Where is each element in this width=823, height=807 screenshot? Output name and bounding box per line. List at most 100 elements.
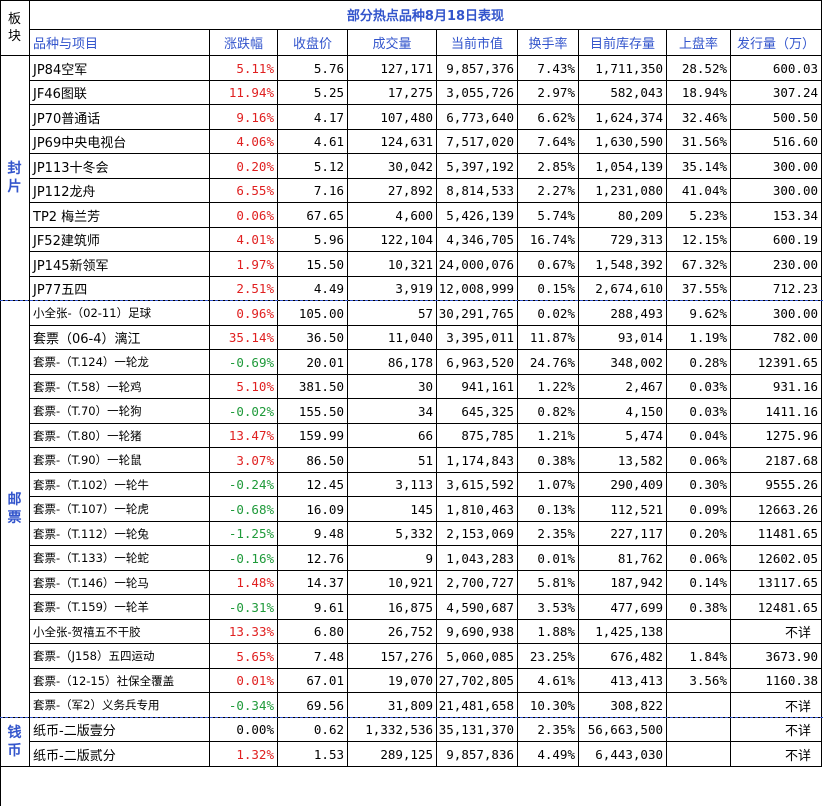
item-name: 套票-（T.70）一轮狗 xyxy=(30,399,210,424)
cell-close: 16.09 xyxy=(278,497,348,522)
cell-stock: 413,413 xyxy=(579,669,667,693)
cell-listing: 18.94% xyxy=(667,81,731,105)
cell-stock: 112,521 xyxy=(579,497,667,522)
column-header-1: 品种与项目 xyxy=(30,30,210,56)
cell-listing: 35.14% xyxy=(667,154,731,179)
cell-issue: 500.50 xyxy=(731,105,822,130)
cell-stock: 582,043 xyxy=(579,81,667,105)
cell-change: -0.31% xyxy=(210,595,278,620)
cell-volume: 289,125 xyxy=(348,742,437,767)
cell-issue: 12602.05 xyxy=(731,546,822,571)
cell-listing: 12.15% xyxy=(667,228,731,252)
cell-change: 9.16% xyxy=(210,105,278,130)
cell-listing: 1.19% xyxy=(667,326,731,350)
corner-label-char: 块 xyxy=(7,28,21,44)
cell-turnover: 4.49% xyxy=(518,742,579,767)
cell-turnover: 5.81% xyxy=(518,571,579,595)
cell-issue: 600.03 xyxy=(731,56,822,81)
cell-volume: 26,752 xyxy=(348,620,437,644)
cell-mktcap: 35,131,370 xyxy=(437,718,518,742)
cell-turnover: 1.21% xyxy=(518,424,579,448)
cell-turnover: 0.82% xyxy=(518,399,579,424)
cell-change: 0.01% xyxy=(210,669,278,693)
cell-stock: 1,231,080 xyxy=(579,179,667,203)
cell-listing: 0.38% xyxy=(667,595,731,620)
cell-listing: 0.20% xyxy=(667,522,731,546)
cell-volume: 17,275 xyxy=(348,81,437,105)
cell-mktcap: 7,517,020 xyxy=(437,130,518,154)
cell-volume: 9 xyxy=(348,546,437,571)
item-name: 纸币-二版贰分 xyxy=(30,742,210,767)
cell-volume: 30,042 xyxy=(348,154,437,179)
cell-stock: 80,209 xyxy=(579,203,667,228)
cell-change: 13.33% xyxy=(210,620,278,644)
item-name: 套票-（军2）义务兵专用 xyxy=(30,693,210,718)
cell-mktcap: 9,690,938 xyxy=(437,620,518,644)
cell-issue: 不详 xyxy=(731,718,822,742)
cell-listing: 5.23% xyxy=(667,203,731,228)
cell-mktcap: 3,395,011 xyxy=(437,326,518,350)
cell-close: 155.50 xyxy=(278,399,348,424)
cell-stock: 2,674,610 xyxy=(579,277,667,301)
item-name: 套票-（T.107）一轮虎 xyxy=(30,497,210,522)
cell-close: 12.76 xyxy=(278,546,348,571)
cell-change: 0.20% xyxy=(210,154,278,179)
cell-mktcap: 5,426,139 xyxy=(437,203,518,228)
cell-issue: 12481.65 xyxy=(731,595,822,620)
cell-listing xyxy=(667,742,731,767)
cell-stock: 2,467 xyxy=(579,375,667,399)
cell-turnover: 2.27% xyxy=(518,179,579,203)
cell-volume: 11,040 xyxy=(348,326,437,350)
cell-issue: 516.60 xyxy=(731,130,822,154)
cell-issue: 13117.65 xyxy=(731,571,822,595)
cell-turnover: 7.64% xyxy=(518,130,579,154)
cell-issue: 12391.65 xyxy=(731,350,822,375)
cell-stock: 187,942 xyxy=(579,571,667,595)
cell-close: 5.12 xyxy=(278,154,348,179)
cell-mktcap: 8,814,533 xyxy=(437,179,518,203)
cell-close: 5.76 xyxy=(278,56,348,81)
cell-stock: 1,548,392 xyxy=(579,252,667,277)
cell-stock: 1,624,374 xyxy=(579,105,667,130)
cell-stock: 56,663,500 xyxy=(579,718,667,742)
cell-mktcap: 4,346,705 xyxy=(437,228,518,252)
cell-change: -0.02% xyxy=(210,399,278,424)
cell-turnover: 23.25% xyxy=(518,644,579,669)
cell-volume: 145 xyxy=(348,497,437,522)
cell-turnover: 2.85% xyxy=(518,154,579,179)
cell-volume: 16,875 xyxy=(348,595,437,620)
cell-close: 14.37 xyxy=(278,571,348,595)
cell-listing: 28.52% xyxy=(667,56,731,81)
cell-close: 20.01 xyxy=(278,350,348,375)
cell-change: 35.14% xyxy=(210,326,278,350)
cell-listing: 37.55% xyxy=(667,277,731,301)
item-name: 套票-（T.112）一轮兔 xyxy=(30,522,210,546)
cell-mktcap: 3,615,592 xyxy=(437,473,518,497)
cell-stock: 676,482 xyxy=(579,644,667,669)
item-name: 套票-（T.146）一轮马 xyxy=(30,571,210,595)
cell-close: 159.99 xyxy=(278,424,348,448)
cell-change: 1.32% xyxy=(210,742,278,767)
cell-volume: 5,332 xyxy=(348,522,437,546)
cell-volume: 19,070 xyxy=(348,669,437,693)
item-name: JP77五四 xyxy=(30,277,210,301)
cell-turnover: 0.02% xyxy=(518,301,579,326)
cell-listing: 3.56% xyxy=(667,669,731,693)
cell-listing: 0.28% xyxy=(667,350,731,375)
cell-listing: 0.06% xyxy=(667,448,731,473)
cell-mktcap: 5,060,085 xyxy=(437,644,518,669)
column-header-4: 成交量 xyxy=(348,30,437,56)
cell-close: 7.48 xyxy=(278,644,348,669)
cell-stock: 81,762 xyxy=(579,546,667,571)
cell-turnover: 4.61% xyxy=(518,669,579,693)
cell-issue: 300.00 xyxy=(731,301,822,326)
cell-turnover: 6.62% xyxy=(518,105,579,130)
cell-volume: 66 xyxy=(348,424,437,448)
column-header-7: 目前库存量 xyxy=(579,30,667,56)
section-label-char: 票 xyxy=(7,510,22,526)
cell-mktcap: 2,153,069 xyxy=(437,522,518,546)
cell-close: 86.50 xyxy=(278,448,348,473)
cell-listing: 0.30% xyxy=(667,473,731,497)
cell-mktcap: 9,857,836 xyxy=(437,742,518,767)
item-name: 套票-（T.90）一轮鼠 xyxy=(30,448,210,473)
